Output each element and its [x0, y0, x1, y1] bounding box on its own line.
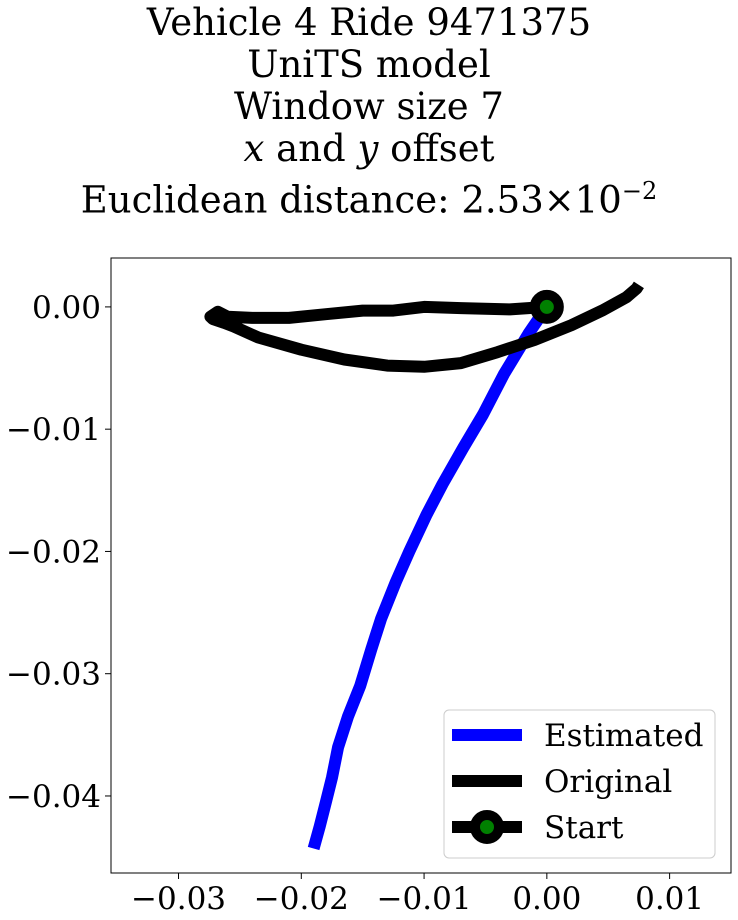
x-tick-label: −0.02 — [254, 881, 349, 917]
start-marker — [529, 289, 564, 324]
ticks-layer: −0.03 −0.02 −0.01 0.00 0.01 0.00 −0.01 −0.02 −0.… — [6, 290, 704, 917]
y-tick-label: −0.01 — [6, 412, 101, 448]
x-tick-label: 0.00 — [512, 881, 581, 917]
legend-label-original: Original — [544, 764, 672, 800]
title-x-var: x — [243, 127, 265, 170]
title-and: and — [264, 127, 358, 170]
plot-frame — [110, 257, 732, 874]
title-distance-prefix: Euclidean distance: 2.53 — [80, 178, 544, 222]
title-distance-times: ×10 — [543, 178, 622, 222]
title-offset: offset — [378, 127, 495, 170]
legend-label-start: Start — [544, 810, 624, 846]
series-layer — [204, 281, 644, 851]
x-tick-label: −0.03 — [131, 881, 226, 917]
y-tick-label: −0.02 — [6, 534, 101, 570]
title-distance-exponent: −2 — [621, 177, 658, 205]
series-line-estimated — [307, 303, 552, 851]
title-line-5: Euclidean distance: 2.53×10−2 — [0, 170, 738, 221]
title-y-var: y — [357, 127, 379, 170]
chart-title: Vehicle 4 Ride 9471375 UniTS model Windo… — [0, 2, 738, 221]
legend-start-marker — [470, 810, 504, 844]
series-line-original — [204, 281, 644, 373]
y-tick-label: −0.04 — [6, 779, 101, 815]
y-tick-label: −0.03 — [6, 657, 101, 693]
x-tick-label: 0.01 — [635, 881, 704, 917]
x-tick-label: −0.01 — [377, 881, 472, 917]
title-line-1: Vehicle 4 Ride 9471375 — [146, 1, 592, 44]
y-tick-label: 0.00 — [32, 290, 101, 326]
title-line-3: Window size 7 — [234, 85, 504, 128]
title-line-2: UniTS model — [247, 43, 491, 86]
title-line-4: x and y offset — [0, 128, 738, 170]
legend-label-estimated: Estimated — [544, 718, 703, 754]
legend: Estimated Original Start — [443, 709, 716, 859]
